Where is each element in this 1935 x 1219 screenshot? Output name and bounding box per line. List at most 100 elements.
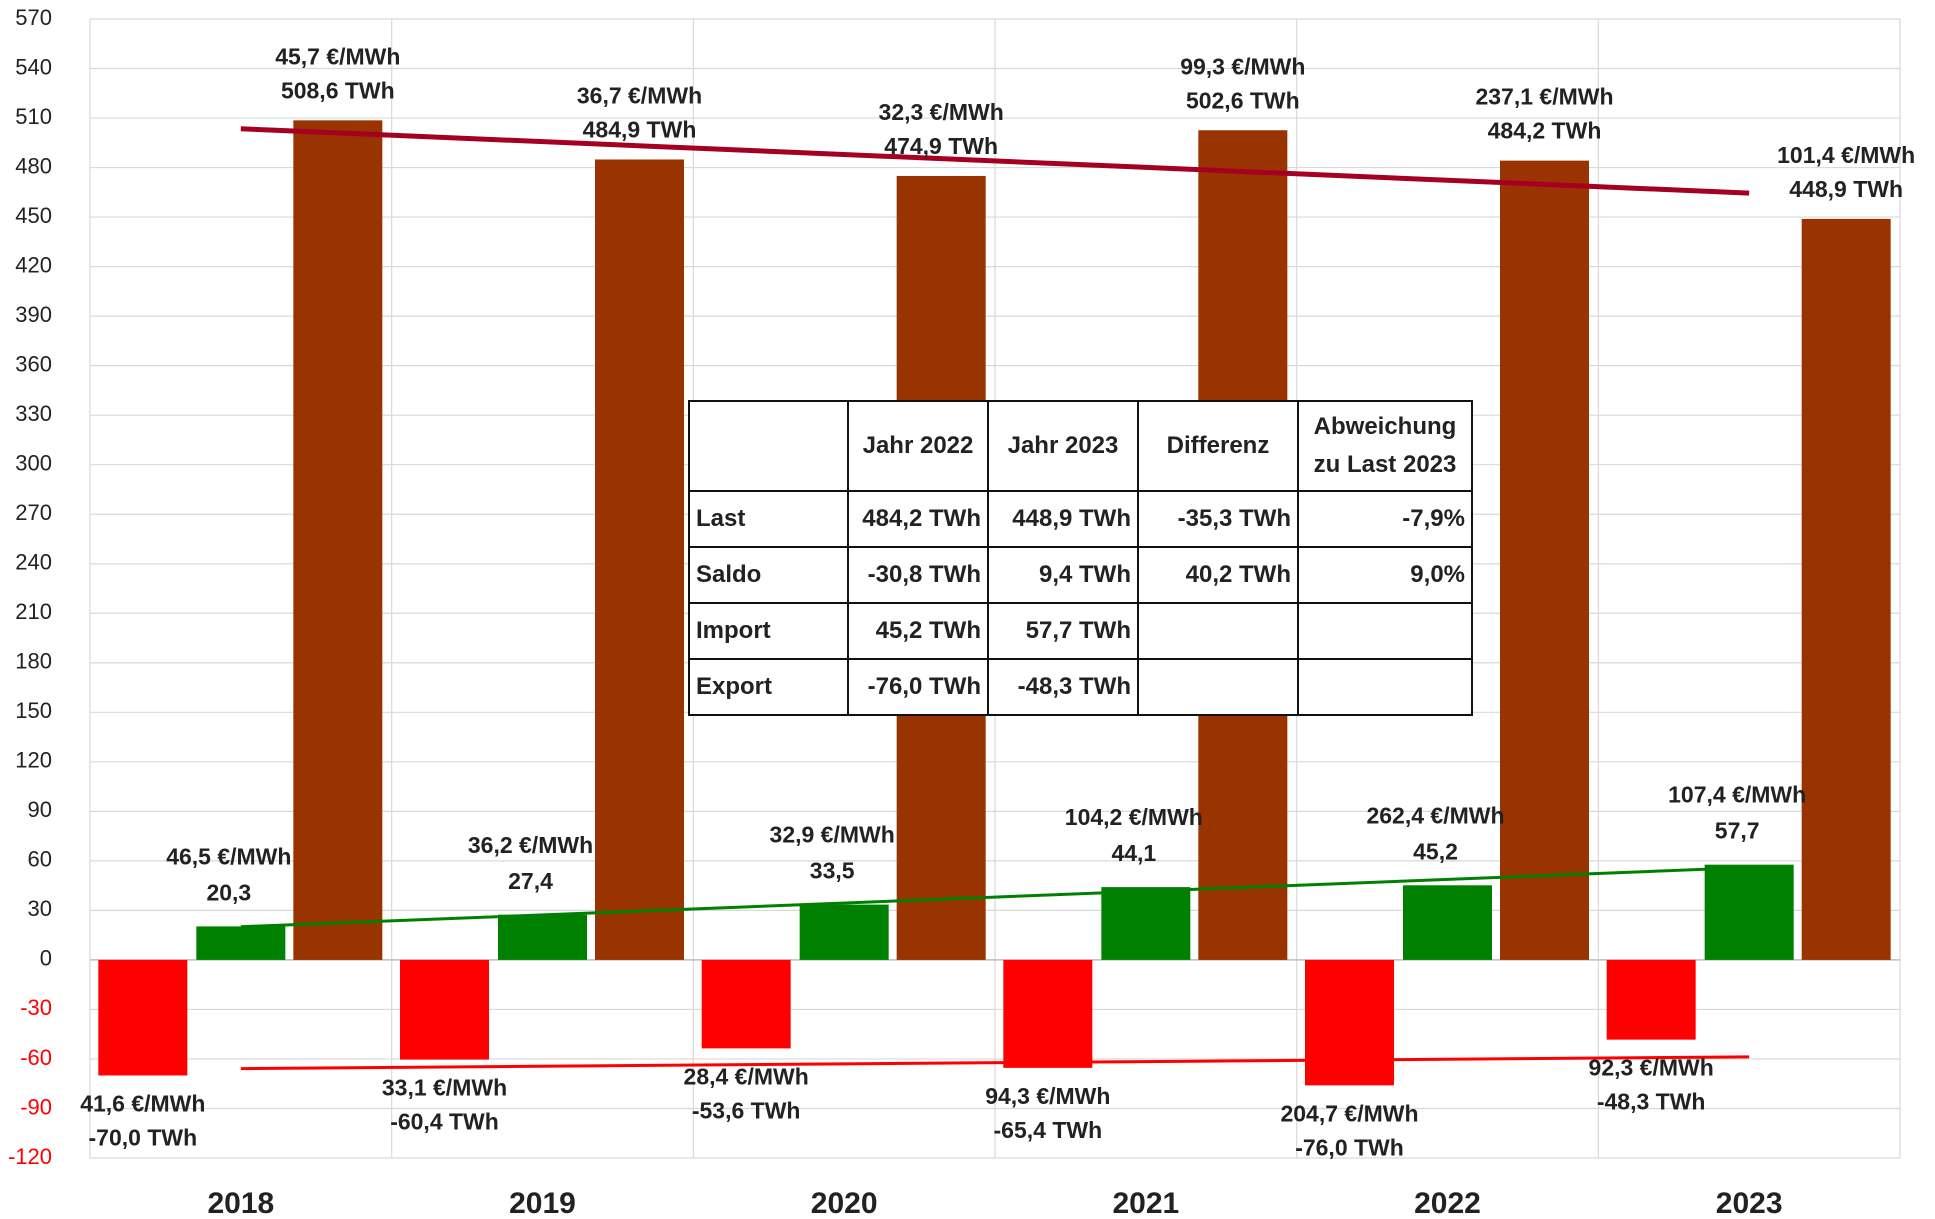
price-label: 36,2 €/MWh [468, 832, 593, 858]
value-label: -65,4 TWh [994, 1117, 1103, 1143]
value-label: 45,2 [1413, 838, 1458, 864]
bar [400, 959, 489, 1060]
table-cell: -48,3 TWh [987, 658, 1139, 716]
bar [1801, 218, 1891, 960]
y-tick-label: -90 [20, 1094, 52, 1119]
y-tick-label: 480 [15, 153, 52, 178]
x-tick-label: 2023 [1716, 1187, 1783, 1219]
price-label: 262,4 €/MWh [1366, 802, 1504, 828]
table-cell: 45,2 TWh [847, 602, 989, 660]
bar [1101, 887, 1191, 960]
table-cell: 40,2 TWh [1137, 546, 1299, 604]
y-tick-label: 90 [28, 797, 52, 822]
value-label: 484,2 TWh [1488, 118, 1602, 144]
x-tick-label: 2018 [207, 1187, 274, 1219]
table-cell: Jahr 2023 [987, 400, 1139, 492]
table-cell: -35,3 TWh [1137, 490, 1299, 548]
summary-table: Jahr 2022 Jahr 2023 Differenz Abweichung zu… [688, 400, 1473, 716]
bar [1704, 864, 1794, 960]
value-label: -48,3 TWh [1597, 1089, 1706, 1115]
value-label: -70,0 TWh [89, 1125, 198, 1151]
table-cell: Abweichung zu Last 2023 [1297, 400, 1473, 492]
table-cell: 9,4 TWh [987, 546, 1139, 604]
price-label: 99,3 €/MWh [1180, 53, 1305, 79]
price-label: 104,2 €/MWh [1065, 804, 1203, 830]
y-tick-label: 570 [15, 5, 52, 30]
x-tick-label: 2022 [1414, 1187, 1481, 1219]
y-tick-label: 30 [28, 896, 52, 921]
y-tick-label: 0 [40, 946, 52, 971]
table-cell: 448,9 TWh [987, 490, 1139, 548]
table-cell: -30,8 TWh [847, 546, 989, 604]
y-tick-label: -60 [20, 1045, 52, 1070]
price-label: 33,1 €/MWh [382, 1075, 507, 1101]
price-label: 237,1 €/MWh [1475, 84, 1613, 110]
price-label: 41,6 €/MWh [80, 1091, 205, 1117]
price-label: 28,4 €/MWh [684, 1063, 809, 1089]
price-label: 45,7 €/MWh [275, 43, 400, 69]
y-tick-label: 300 [15, 451, 52, 476]
trend-line [240, 126, 1750, 196]
price-label: 92,3 €/MWh [1589, 1055, 1714, 1081]
table-cell: Differenz [1137, 400, 1299, 492]
value-label: 33,5 [810, 858, 855, 884]
value-label: 502,6 TWh [1186, 87, 1300, 113]
table-cell: 57,7 TWh [987, 602, 1139, 660]
price-label: 94,3 €/MWh [985, 1083, 1110, 1109]
y-tick-label: 270 [15, 500, 52, 525]
value-label: 27,4 [508, 868, 553, 894]
y-tick-label: 240 [15, 550, 52, 575]
y-tick-label: 510 [15, 104, 52, 129]
table-row: Last 484,2 TWh 448,9 TWh -35,3 TWh -7,9% [688, 490, 1473, 548]
table-cell: 9,0% [1297, 546, 1473, 604]
price-label: 107,4 €/MWh [1668, 782, 1806, 808]
table-cell [1137, 602, 1299, 660]
table-cell: Last [688, 490, 849, 548]
bar [293, 120, 383, 960]
bar [595, 159, 684, 960]
table-row: Jahr 2022 Jahr 2023 Differenz Abweichung zu… [688, 400, 1473, 492]
y-tick-label: 330 [15, 401, 52, 426]
value-label: 484,9 TWh [583, 117, 697, 143]
price-label: 101,4 €/MWh [1777, 142, 1915, 168]
x-tick-label: 2019 [509, 1187, 576, 1219]
table-cell: Saldo [688, 546, 849, 604]
table-cell [1137, 658, 1299, 716]
bar [701, 959, 791, 1049]
value-label: -60,4 TWh [390, 1109, 499, 1135]
bar [799, 904, 889, 960]
price-label: 204,7 €/MWh [1280, 1100, 1418, 1126]
table-cell: Import [688, 602, 849, 660]
table-row: Import 45,2 TWh 57,7 TWh [688, 602, 1473, 660]
x-tick-label: 2021 [1112, 1187, 1179, 1219]
y-tick-label: 60 [28, 847, 52, 872]
bar [498, 914, 587, 960]
y-tick-label: -30 [20, 995, 52, 1020]
bar [1305, 959, 1394, 1086]
value-label: 44,1 [1111, 840, 1156, 866]
x-tick-label: 2020 [811, 1187, 878, 1219]
y-tick-label: 540 [15, 54, 52, 79]
trend-line [240, 1055, 1750, 1071]
trend-line [240, 866, 1750, 929]
y-tick-label: 390 [15, 302, 52, 327]
price-label: 46,5 €/MWh [166, 843, 291, 869]
table-cell: -7,9% [1297, 490, 1473, 548]
value-label: -53,6 TWh [692, 1097, 801, 1123]
table-cell: Jahr 2022 [847, 400, 989, 492]
y-tick-label: 210 [15, 599, 52, 624]
table-cell [688, 400, 849, 492]
y-tick-label: 120 [15, 748, 52, 773]
table-cell: 484,2 TWh [847, 490, 989, 548]
y-tick-label: 150 [15, 698, 52, 723]
y-tick-label: 420 [15, 252, 52, 277]
y-tick-label: -120 [8, 1144, 52, 1169]
price-label: 36,7 €/MWh [577, 83, 702, 109]
bar [1403, 885, 1492, 960]
bar [98, 959, 188, 1076]
value-label: -76,0 TWh [1295, 1134, 1404, 1160]
value-label: 20,3 [206, 879, 251, 905]
bar [1003, 959, 1093, 1068]
